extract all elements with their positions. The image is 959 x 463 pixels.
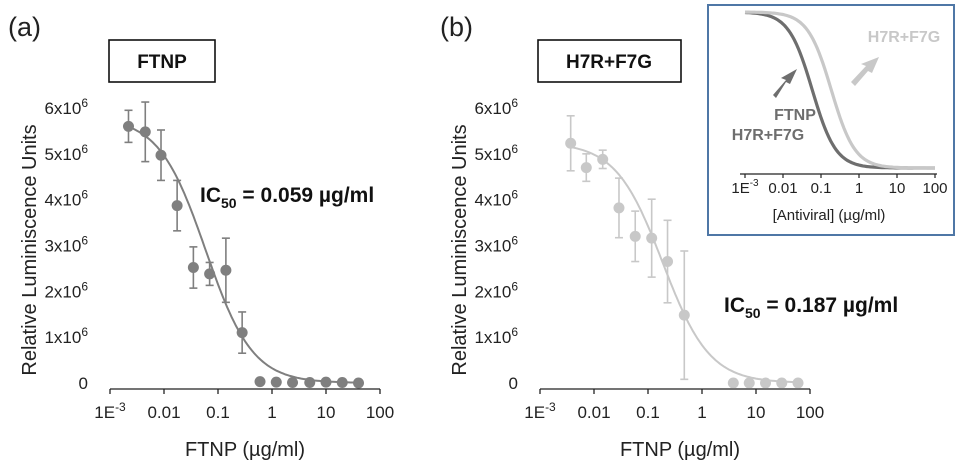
panel-a-y-tick-label: 5x106	[44, 142, 88, 164]
inset-x-tick-label: 100	[922, 180, 947, 197]
panel-a-ic50: IC50 = 0.059 µg/ml	[200, 184, 374, 211]
panel-a-x-tick-label: 0.01	[147, 403, 180, 422]
inset-chart: FTNP H7R+F7G H7R+F7G [Antiviral] (µg/ml)	[707, 4, 955, 236]
panel-b-plot: 1E-3 0.01 0.1 1 10 100 0 1x106 2x106 3x106 4x106 5x…	[474, 96, 824, 422]
panel-a-data-point	[204, 268, 216, 280]
panel-a-data-point	[320, 376, 332, 388]
panel-a-y-tick-label: 6x106	[44, 96, 88, 118]
panel-b-data-point	[776, 377, 788, 389]
panel-a-xlabel: FTNP (µg/ml)	[185, 439, 305, 461]
panel-b-y-tick-label: 2x106	[474, 279, 518, 301]
panel-b-data-point	[743, 377, 755, 389]
panel-b-box-label: H7R+F7G	[566, 52, 652, 73]
inset-arrow-dark-icon	[773, 69, 797, 98]
panel-a-data-point	[254, 376, 266, 388]
panel-a-plot: 1E-3 0.01 0.1 1 10 100 0 1x106 2x106 3x106 4x106 5x…	[44, 96, 394, 422]
panel-b-data-point	[580, 162, 592, 174]
inset-x-tick-label: 10	[889, 180, 906, 197]
panel-b-x-tick-label: 10	[747, 403, 766, 422]
panel-b-letter: (b)	[440, 12, 473, 42]
panel-a-data-point	[122, 120, 134, 132]
panel-b-data-point	[629, 230, 641, 242]
panel-a-letter: (a)	[8, 12, 41, 42]
panel-a-x-tick-label: 0.1	[206, 403, 230, 422]
inset-x-tick-label: 1E-3	[731, 178, 759, 197]
inset-plot: 1E-3 0.01 0.1 1 10 100	[731, 10, 948, 197]
panel-b-xlabel: FTNP (µg/ml)	[620, 439, 740, 461]
panel-a-y-tick-label: 3x106	[44, 234, 88, 256]
panel-a-data-point	[187, 262, 199, 273]
panel-b-data-point	[613, 202, 625, 214]
inset-arrow-light-icon	[851, 57, 879, 86]
panel-b-data-point	[792, 377, 804, 389]
inset-label-ftnp: FTNP	[774, 107, 816, 124]
panel-b-y-tick-label: 0	[509, 374, 518, 393]
panel-a-ic50-sub: 50	[221, 195, 237, 211]
panel-a-data-point	[270, 376, 282, 388]
panel-a-y-tick-label: 2x106	[44, 279, 88, 301]
inset-label-h7r-f7g: H7R+F7G	[868, 29, 940, 46]
panel-a-data-point	[336, 377, 348, 389]
panel-a-ic50-ic: IC	[200, 184, 221, 207]
panel-b-y-tick-label: 6x106	[474, 96, 518, 118]
panel-b-x-tick-label: 0.1	[636, 403, 660, 422]
panel-a-x-tick-label: 1	[267, 403, 276, 422]
panel-a-data-point	[220, 264, 232, 276]
panel-b-data-point	[727, 377, 739, 389]
panel-b-data-point	[662, 256, 674, 268]
panel-a: (a) FTNP Relative Luminiscence Units FTN…	[8, 12, 374, 461]
panel-a-data-point	[304, 377, 316, 389]
panel-a-label-box	[108, 39, 216, 83]
panel-a-box-label: FTNP	[137, 52, 187, 73]
inset-x-tick-label: 0.01	[768, 180, 797, 197]
panel-a-y-tick-label: 0	[79, 374, 88, 393]
panel-b-ic50-value: = 0.187 µg/ml	[761, 294, 899, 317]
panel-b-x-tick-label: 0.01	[577, 403, 610, 422]
chart-marks: 1E-3 0.01 0.1 1 10 10001x1062x1063x1064x1065x…	[44, 10, 948, 422]
panel-b-data-point	[678, 309, 690, 321]
panel-b-data-point	[646, 232, 658, 244]
panel-b-y-tick-label: 4x106	[474, 188, 518, 210]
inset-x-tick-label: 1	[855, 180, 863, 197]
panel-a-y-tick-label: 1x106	[44, 325, 88, 347]
panel-a-x-tick-label: 100	[366, 403, 394, 422]
panel-a-x-tick-label: 1E-3	[94, 400, 126, 422]
panel-a-data-point	[236, 327, 248, 339]
panel-a-data-point	[155, 149, 167, 161]
inset-border	[707, 4, 955, 236]
panel-b-data-point	[597, 153, 609, 165]
panel-b-y-tick-label: 1x106	[474, 325, 518, 347]
inset-x-tick-label: 0.1	[811, 180, 832, 197]
panel-b-y-tick-label: 3x106	[474, 234, 518, 256]
panel-a-data-point	[287, 377, 299, 389]
panel-b-label-box	[537, 39, 682, 83]
panel-b-data-point	[760, 377, 772, 389]
panel-a-data-point	[353, 377, 365, 389]
panel-a-data-point	[139, 126, 151, 138]
panel-a-x-tick-label: 10	[317, 403, 336, 422]
panel-a-ic50-value: = 0.059 µg/ml	[237, 184, 375, 207]
panel-b-x-tick-label: 100	[796, 403, 824, 422]
panel-a-ylabel: Relative Luminiscence Units	[19, 124, 41, 375]
panel-b-y-tick-label: 5x106	[474, 142, 518, 164]
panel-b-ic50-sub: 50	[745, 305, 761, 321]
panel-b-data-point	[565, 137, 577, 149]
panel-b-x-tick-label: 1	[697, 403, 706, 422]
inset-xlabel: [Antiviral] (µg/ml)	[773, 207, 886, 224]
inset-label-ftnp-mutant: H7R+F7G	[732, 127, 804, 144]
inset-curve	[745, 10, 935, 170]
panel-b: (b) H7R+F7G Relative Luminiscence Units …	[440, 12, 898, 461]
panel-a-y-tick-label: 4x106	[44, 188, 88, 210]
panel-b-ylabel: Relative Luminiscence Units	[449, 124, 471, 375]
panel-a-data-point	[171, 200, 183, 212]
panel-b-ic50-ic: IC	[724, 294, 745, 317]
panel-b-x-tick-label: 1E-3	[524, 400, 556, 422]
panel-b-ic50: IC50 = 0.187 µg/ml	[724, 294, 898, 321]
